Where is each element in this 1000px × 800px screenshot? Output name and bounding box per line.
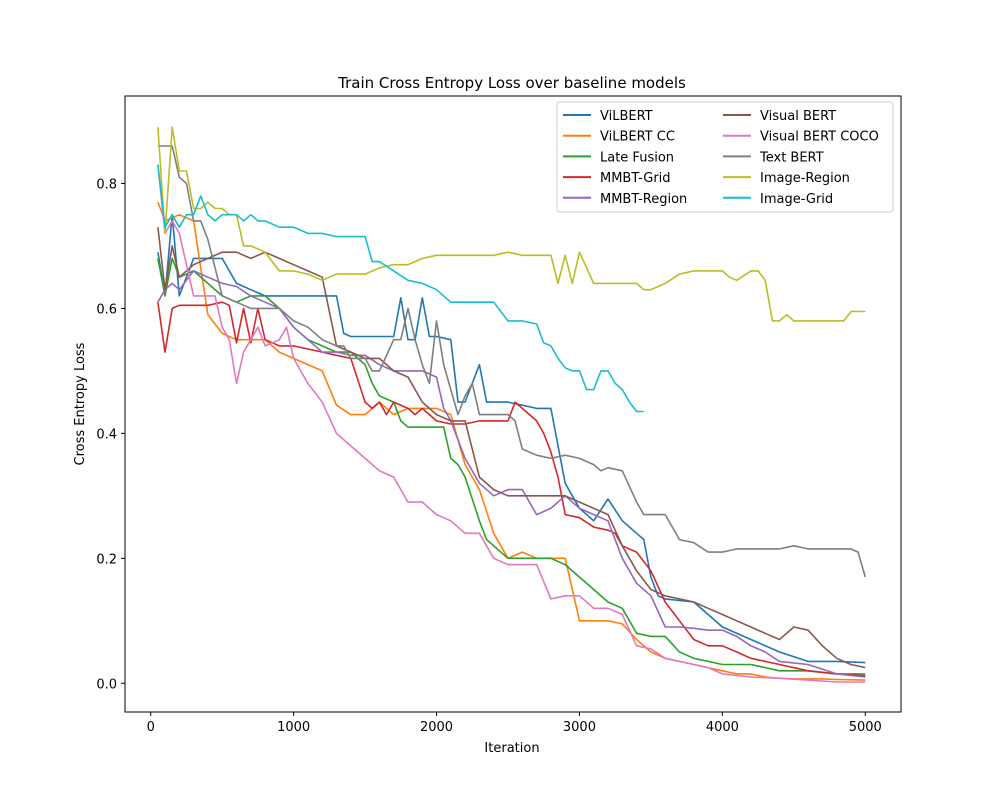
x-tick-label-0: 0 <box>147 720 155 735</box>
series-layer <box>157 126 867 683</box>
x-tick-label-1: 1000 <box>277 720 310 735</box>
series-line-5 <box>157 227 866 669</box>
y-axis: 0.0 0.2 0.4 0.6 0.8 <box>96 177 125 692</box>
series-line-2 <box>157 257 866 675</box>
series-line-4 <box>157 270 866 678</box>
x-axis: 0 1000 2000 3000 4000 5000 <box>147 712 882 735</box>
x-tick-label-2: 2000 <box>420 720 453 735</box>
legend-label-9: Image-Grid <box>760 192 833 207</box>
y-axis-label: Cross Entropy Loss <box>73 342 88 465</box>
y-tick-label-1: 0.2 <box>96 552 117 567</box>
y-tick-label-2: 0.4 <box>96 427 117 442</box>
series-line-1 <box>157 201 866 681</box>
series-line-7 <box>157 145 867 578</box>
legend-label-4: MMBT-Region <box>600 192 687 207</box>
series-line-0 <box>157 213 866 664</box>
x-tick-label-4: 4000 <box>706 720 739 735</box>
plot-frame <box>124 95 902 713</box>
legend-label-7: Text BERT <box>759 150 824 165</box>
x-tick-label-3: 3000 <box>563 720 596 735</box>
series-line-9 <box>157 164 644 413</box>
chart-title: Train Cross Entropy Loss over baseline m… <box>337 74 686 92</box>
x-axis-label: Iteration <box>484 741 539 756</box>
legend-label-8: Image-Region <box>760 171 850 186</box>
y-tick-label-4: 0.8 <box>96 177 117 192</box>
legend-label-0: ViLBERT <box>600 109 653 124</box>
legend: ViLBERT ViLBERT CC Late Fusion MMBT-Grid MMB… <box>556 101 894 213</box>
series-line-3 <box>157 301 866 677</box>
x-tick-label-5: 5000 <box>849 720 882 735</box>
legend-label-6: Visual BERT COCO <box>760 130 879 145</box>
series-line-6 <box>157 164 866 683</box>
legend-label-2: Late Fusion <box>600 150 674 165</box>
y-tick-label-3: 0.6 <box>96 302 117 317</box>
legend-label-5: Visual BERT <box>760 109 836 124</box>
y-tick-label-0: 0.0 <box>96 677 117 692</box>
legend-label-3: MMBT-Grid <box>600 171 671 186</box>
legend-label-1: ViLBERT CC <box>600 130 675 145</box>
